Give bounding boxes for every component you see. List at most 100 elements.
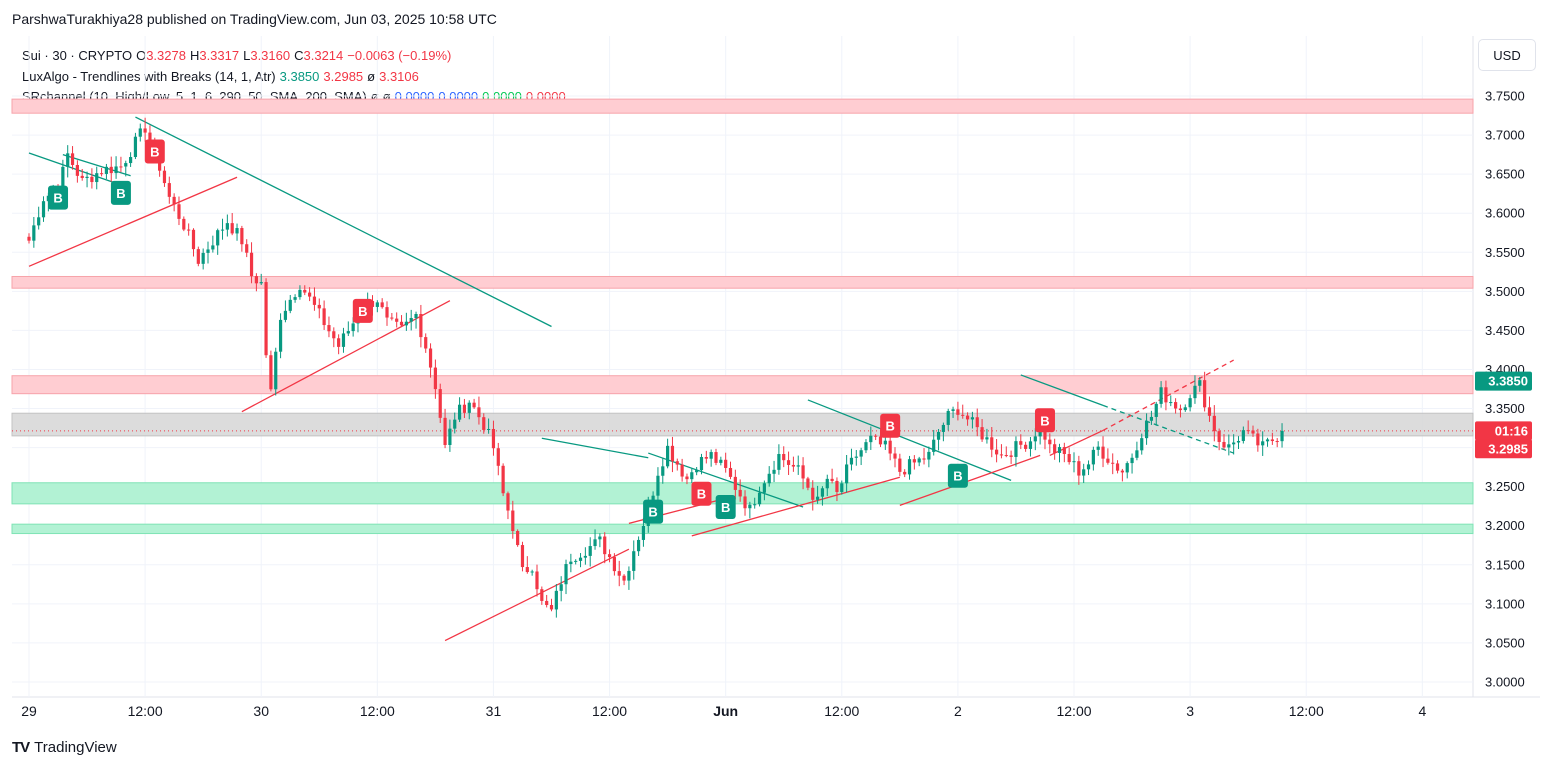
candle-body: [187, 229, 191, 231]
indicator-trendlines-name[interactable]: LuxAlgo - Trendlines with Breaks (14, 1,…: [22, 68, 276, 84]
candle-body: [753, 504, 757, 506]
candle-body: [762, 483, 766, 493]
candle-body: [385, 307, 389, 318]
candle-body: [1024, 444, 1028, 449]
candle-body: [61, 166, 65, 196]
break-marker-badge: [352, 298, 373, 323]
candle-body: [206, 249, 210, 253]
time-tick-label: 12:00: [592, 703, 627, 719]
candle-body: [516, 531, 520, 546]
candle-body: [719, 459, 723, 463]
time-tick-label: 12:00: [824, 703, 859, 719]
sr-zone-support: [11, 523, 1474, 535]
candle-body: [786, 460, 791, 465]
candle-body: [990, 437, 994, 450]
price-tick-label: 3.3500: [1485, 401, 1525, 416]
candle-body: [748, 504, 752, 509]
candle-body: [656, 475, 660, 496]
candle-body: [1004, 455, 1008, 457]
candle-body: [404, 321, 408, 326]
currency-button[interactable]: USD: [1478, 39, 1536, 71]
candle-body: [574, 560, 578, 562]
change-value: −0.0063 (−0.19%): [347, 48, 452, 63]
candle-body: [1246, 430, 1250, 432]
candle-body: [1164, 387, 1168, 403]
footer-branding: TV TradingView: [12, 739, 117, 756]
candle-body: [1009, 455, 1013, 457]
legend-ohlc-row: Sui · 30 · CRYPTO O3.3278 H3.3317 L3.3160 C3…: [22, 46, 570, 67]
symbol-label[interactable]: Sui · 30 · CRYPTO: [22, 48, 133, 63]
candle-body: [293, 297, 297, 300]
candle-body: [970, 417, 975, 420]
candle-body: [37, 217, 41, 226]
candle-body: [820, 488, 825, 497]
candle-body: [1053, 444, 1057, 453]
candle-body: [332, 331, 336, 339]
break-marker-badge: [947, 463, 968, 488]
candle-body: [777, 454, 781, 470]
candle-body: [695, 470, 699, 473]
candle-body: [1212, 415, 1216, 432]
candle-body: [1149, 416, 1154, 421]
legend-indicator-trendlines: LuxAlgo - Trendlines with Breaks (14, 1,…: [22, 67, 570, 88]
trendlines: [28, 116, 1234, 642]
time-tick-label: Jun: [713, 703, 738, 719]
candle-body: [922, 458, 926, 460]
candle-body: [341, 333, 346, 347]
candle-body: [1174, 402, 1178, 409]
candle-body: [143, 128, 147, 133]
candle-body: [1140, 438, 1144, 451]
time-tick-label: 29: [21, 703, 37, 719]
candle-body: [835, 480, 839, 492]
candle-body: [830, 478, 834, 481]
candle-body: [936, 431, 941, 440]
candle-body: [312, 296, 317, 305]
candle-body: [811, 487, 815, 500]
candle-body: [138, 128, 142, 137]
candle-body: [549, 604, 554, 610]
candle-body: [453, 419, 457, 429]
candle-body: [90, 176, 94, 183]
time-tick-label: 30: [253, 703, 269, 719]
candle-body: [1101, 446, 1105, 459]
candle-body: [443, 417, 447, 445]
candle-body: [530, 571, 534, 573]
candle-body: [462, 404, 467, 413]
candle-body: [501, 465, 505, 494]
candle-body: [859, 450, 863, 457]
candle-body: [864, 442, 868, 451]
candle-body: [395, 318, 399, 322]
candle-body: [1280, 430, 1284, 442]
candle-body: [1256, 433, 1260, 446]
candle-body: [1130, 457, 1134, 464]
candle-body: [1265, 439, 1270, 442]
trendline-up: [28, 176, 238, 267]
trendline-down: [135, 116, 552, 328]
candle-body: [1261, 441, 1265, 446]
sr-zone-resistance: [11, 375, 1474, 395]
indicator-trendlines-empty: ø: [367, 68, 376, 84]
candle-body: [1028, 441, 1033, 449]
candle-body: [632, 551, 636, 571]
candle-body: [1154, 403, 1158, 417]
sr-zone-neutral: [11, 412, 1474, 437]
candle-body: [491, 428, 496, 449]
candle-body: [980, 427, 984, 440]
time-axis[interactable]: 29 12:00 30 12:00 31 12:00 Jun 12:00 2 12:00 3 12:0…: [21, 703, 1426, 719]
candle-body: [525, 567, 529, 573]
candle-body: [506, 493, 510, 511]
candle-body: [114, 166, 118, 174]
price-axis[interactable]: 3.7500 3.7000 3.6500 3.6000 3.5500 3.5000 3.45…: [1485, 89, 1525, 690]
candle-body: [627, 570, 631, 581]
candle-body: [559, 584, 563, 591]
candle-body: [1232, 442, 1236, 445]
candle-body: [457, 404, 462, 420]
candle-body: [588, 546, 592, 556]
candle-body: [1203, 380, 1207, 408]
low-value: 3.3160: [250, 48, 291, 63]
candle-body: [883, 440, 887, 445]
candle-body: [1057, 447, 1062, 453]
candle-body: [511, 510, 515, 532]
